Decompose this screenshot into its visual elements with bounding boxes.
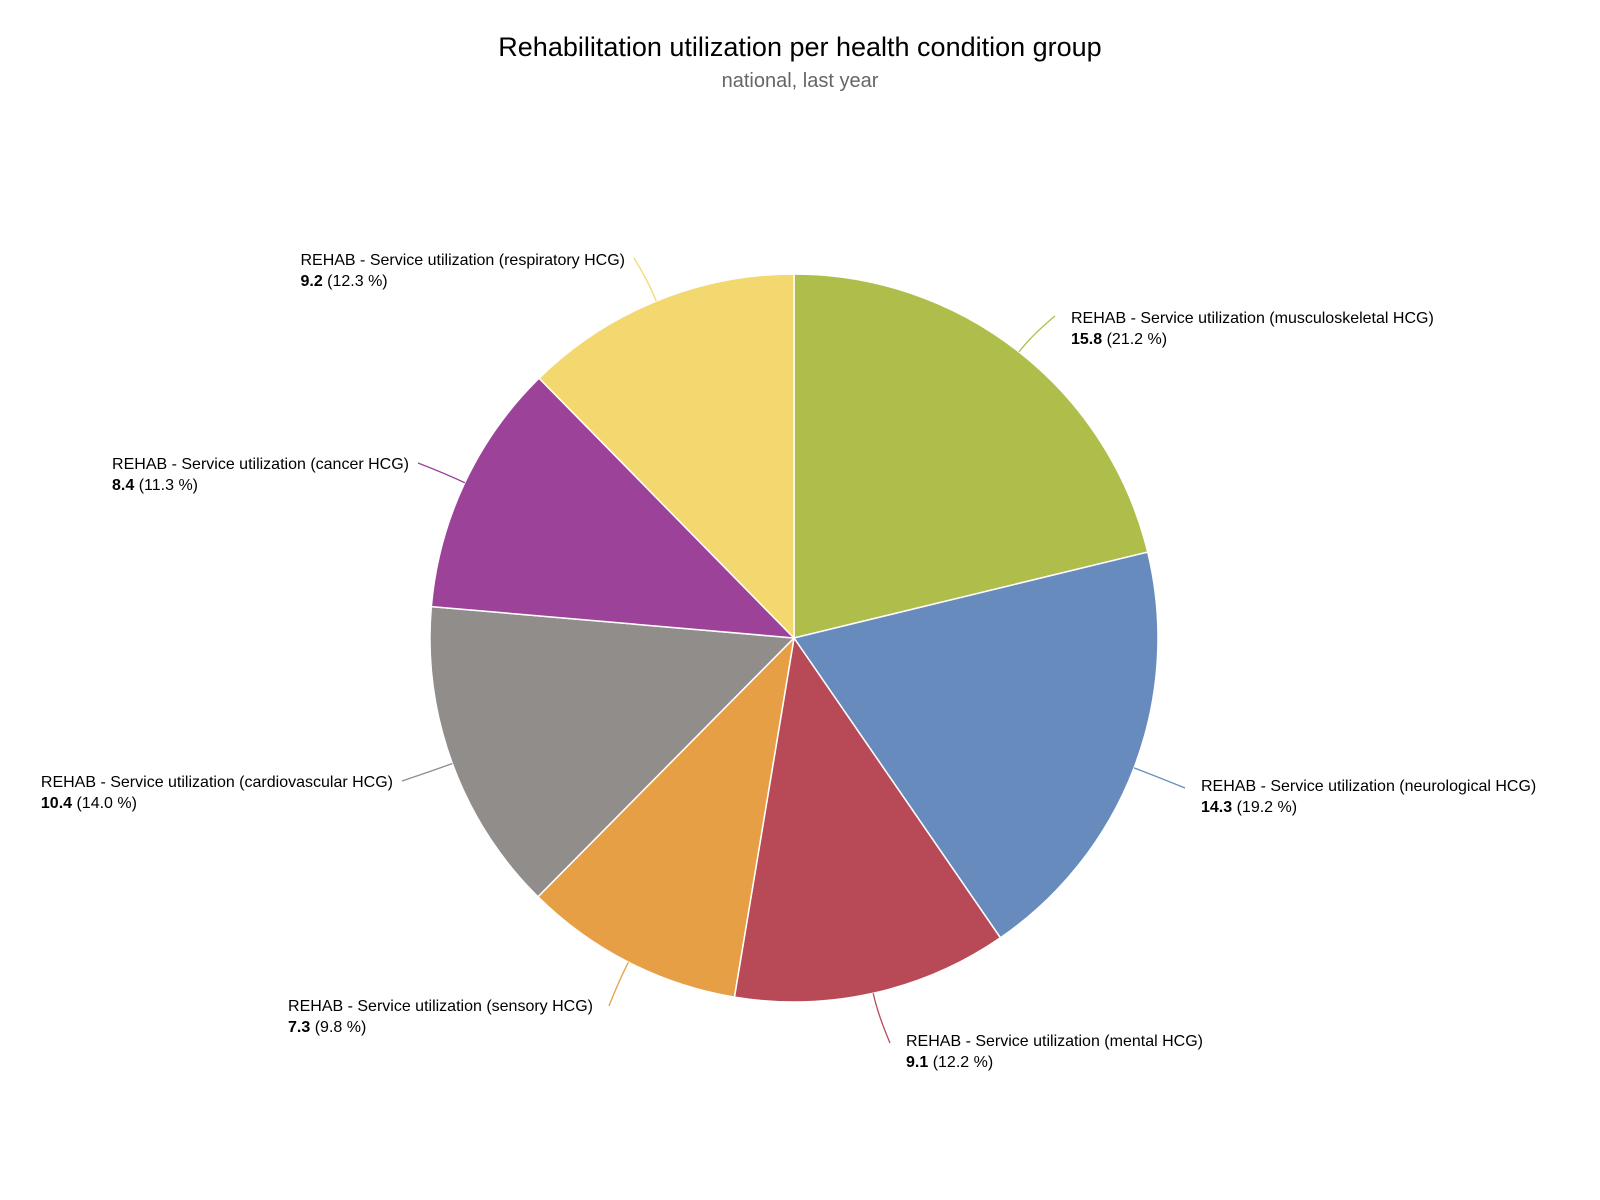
label-connector <box>633 257 657 302</box>
slice-value: 8.4 <box>112 477 134 494</box>
pie-slice[interactable] <box>538 273 795 639</box>
slice-percent: (12.2 %) <box>928 1054 993 1071</box>
chart-title: Rehabilitation utilization per health co… <box>498 32 1102 62</box>
slice-value: 9.2 <box>300 273 322 290</box>
slice-label-name: REHAB - Service utilization (respiratory… <box>300 252 625 269</box>
label-connector <box>1133 767 1186 789</box>
slice-percent: (11.3 %) <box>134 477 198 494</box>
slice-label: REHAB - Service utilization (cancer HCG)… <box>112 456 409 494</box>
slice-value: 15.8 <box>1071 331 1102 348</box>
label-connector <box>417 462 466 484</box>
slice-label-value: 9.1 (12.2 %) <box>906 1054 993 1071</box>
slice-label-name: REHAB - Service utilization (cancer HCG) <box>112 456 409 473</box>
pie-slices <box>429 273 1159 1003</box>
pie-slice[interactable] <box>430 377 795 639</box>
slice-percent: (14.0 %) <box>72 795 137 812</box>
slice-label-value: 14.3 (19.2 %) <box>1201 799 1297 816</box>
slice-label-value: 9.2 (12.3 %) <box>300 273 387 290</box>
slice-label: REHAB - Service utilization (respiratory… <box>300 252 625 290</box>
slice-label-name: REHAB - Service utilization (neurologica… <box>1201 778 1536 795</box>
slice-label-value: 8.4 (11.3 %) <box>112 477 198 494</box>
slice-percent: (21.2 %) <box>1102 331 1167 348</box>
label-connectors <box>401 257 1186 1044</box>
slice-label: REHAB - Service utilization (neurologica… <box>1201 778 1536 816</box>
slice-label-value: 10.4 (14.0 %) <box>41 795 137 812</box>
slice-percent: (12.3 %) <box>323 273 388 290</box>
slice-labels: REHAB - Service utilization (musculoskel… <box>41 252 1536 1071</box>
slice-label-name: REHAB - Service utilization (cardiovascu… <box>41 774 393 791</box>
label-connector <box>872 993 891 1044</box>
slice-label: REHAB - Service utilization (musculoskel… <box>1071 310 1434 348</box>
slice-label-value: 7.3 (9.8 %) <box>288 1019 366 1036</box>
slice-percent: (19.2 %) <box>1232 799 1297 816</box>
slice-label-name: REHAB - Service utilization (sensory HCG… <box>288 998 593 1015</box>
pie-slice[interactable] <box>793 273 1149 639</box>
slice-label-name: REHAB - Service utilization (mental HCG) <box>906 1033 1203 1050</box>
label-connector <box>401 762 453 782</box>
slice-label: REHAB - Service utilization (mental HCG)… <box>906 1033 1203 1071</box>
slice-value: 9.1 <box>906 1054 928 1071</box>
slice-value: 10.4 <box>41 795 72 812</box>
pie-slice[interactable] <box>537 637 795 998</box>
slice-label: REHAB - Service utilization (cardiovascu… <box>41 774 393 812</box>
slice-percent: (9.8 %) <box>310 1019 366 1036</box>
slice-label-value: 15.8 (21.2 %) <box>1071 331 1167 348</box>
slice-value: 14.3 <box>1201 799 1232 816</box>
label-connector <box>608 961 629 1007</box>
label-connector <box>1018 315 1056 353</box>
slice-label: REHAB - Service utilization (sensory HCG… <box>288 998 593 1036</box>
slice-value: 7.3 <box>288 1019 310 1036</box>
slice-label-name: REHAB - Service utilization (musculoskel… <box>1071 310 1434 327</box>
chart-subtitle: national, last year <box>721 70 879 92</box>
pie-slice[interactable] <box>429 605 795 898</box>
